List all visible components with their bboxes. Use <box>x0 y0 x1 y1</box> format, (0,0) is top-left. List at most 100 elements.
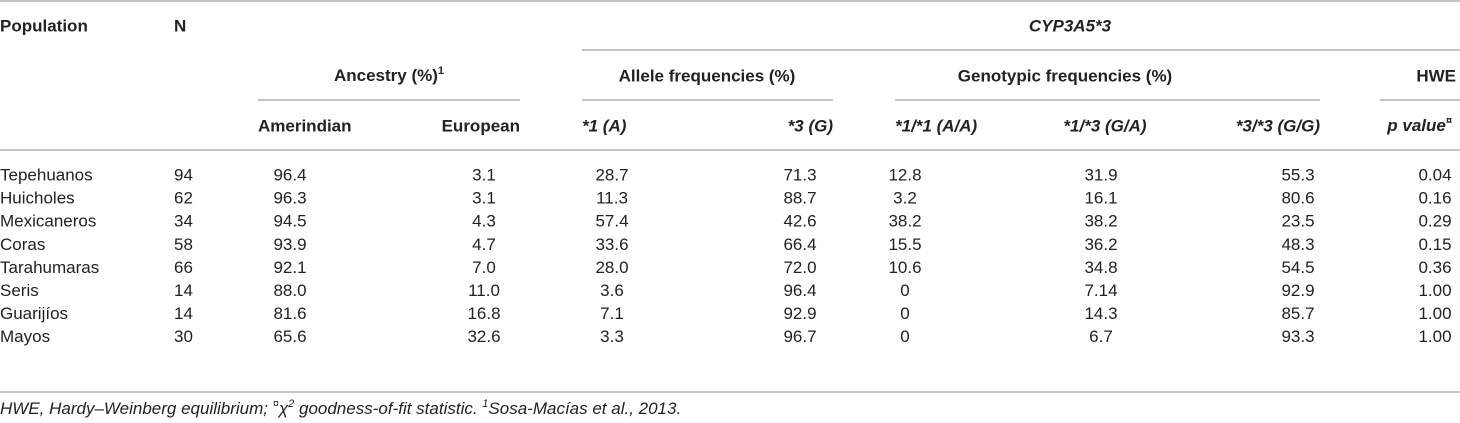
footnote-text: Sosa-Macías et al., 2013. <box>488 399 681 418</box>
superscript: 1 <box>482 398 488 410</box>
header-cell: *3 (G) <box>788 116 834 135</box>
cell: 32.6 <box>467 327 500 346</box>
cell: 11.0 <box>468 281 500 300</box>
header-cell: *1/*3 (G/A) <box>1063 116 1146 135</box>
cell: 57.4 <box>595 212 628 231</box>
cell: 66 <box>174 258 193 277</box>
cell: 11.3 <box>596 189 628 208</box>
cell: 0 <box>900 304 909 323</box>
superscript: 2 <box>287 398 294 410</box>
cell: 54.5 <box>1281 258 1314 277</box>
cell: 1.00 <box>1418 304 1451 323</box>
cell: 1.00 <box>1418 327 1451 346</box>
cell: 14 <box>174 281 193 300</box>
cell: Huicholes <box>0 189 75 208</box>
header-cell: Population <box>0 16 88 35</box>
cell: 3.1 <box>472 189 496 208</box>
cell: 3.6 <box>600 281 624 300</box>
cell: 23.5 <box>1281 212 1314 231</box>
footnote-text: HWE, Hardy–Weinberg equilibrium; <box>0 399 273 418</box>
footnote: HWE, Hardy–Weinberg equilibrium; ¤χ2 goo… <box>0 398 681 419</box>
cell: Mayos <box>0 327 50 346</box>
cell: 12.8 <box>888 165 921 184</box>
cell: 34 <box>174 212 193 231</box>
cell: 0.04 <box>1418 165 1451 184</box>
cell: 3.2 <box>893 189 917 208</box>
superscript: ¤ <box>273 398 279 410</box>
cell: 72.0 <box>783 258 816 277</box>
cell: 7.1 <box>600 304 624 323</box>
header-cell: N <box>174 16 186 35</box>
cell: 88.7 <box>783 189 816 208</box>
cell: 38.2 <box>1084 212 1117 231</box>
cell: 31.9 <box>1084 165 1117 184</box>
cell: 0 <box>900 327 909 346</box>
cell: Guarijíos <box>0 304 68 323</box>
cell: 94.5 <box>273 212 306 231</box>
header-cell: Amerindian <box>258 116 352 135</box>
cell: 62 <box>174 189 193 208</box>
cell: Tarahumaras <box>0 258 99 277</box>
cell: 3.1 <box>472 165 496 184</box>
cell: 92.9 <box>783 304 816 323</box>
cell: 0.29 <box>1418 212 1451 231</box>
cell: Coras <box>0 235 45 254</box>
cell: 96.4 <box>783 281 816 300</box>
cell: 4.7 <box>472 235 496 254</box>
cell: 1.00 <box>1418 281 1451 300</box>
cell: Tepehuanos <box>0 165 93 184</box>
cell: 0 <box>900 281 909 300</box>
cell: 96.7 <box>783 327 816 346</box>
header-cell: European <box>442 116 520 135</box>
superscript: 1 <box>438 65 444 77</box>
header-cell: Ancestry (%)1 <box>334 65 444 86</box>
footnote-text: χ <box>277 399 289 418</box>
cell: 58 <box>174 235 193 254</box>
cell: Mexicaneros <box>0 212 96 231</box>
cell: 34.8 <box>1084 258 1117 277</box>
cell: 10.6 <box>888 258 921 277</box>
cell: 71.3 <box>783 165 816 184</box>
cell: 33.6 <box>595 235 628 254</box>
cell: 7.0 <box>472 258 496 277</box>
cell: 48.3 <box>1281 235 1314 254</box>
cell: 0.15 <box>1418 235 1451 254</box>
cell: 92.1 <box>273 258 306 277</box>
cell: 14 <box>174 304 193 323</box>
cell: 28.0 <box>595 258 628 277</box>
cell: 93.3 <box>1281 327 1314 346</box>
cell: 55.3 <box>1281 165 1314 184</box>
header-cell: *1/*1 (A/A) <box>895 116 978 135</box>
header-cell: *3/*3 (G/G) <box>1236 116 1320 135</box>
header-cell: CYP3A5*3 <box>1029 16 1112 35</box>
cell: 0.36 <box>1418 258 1451 277</box>
cell: 30 <box>174 327 193 346</box>
cell: 81.6 <box>273 304 306 323</box>
header-cell: HWE <box>1416 66 1456 85</box>
header-cell: *1 (A) <box>582 116 627 135</box>
cell: 14.3 <box>1084 304 1117 323</box>
cell: 4.3 <box>472 212 496 231</box>
cell: 88.0 <box>273 281 306 300</box>
cell: 96.3 <box>273 189 306 208</box>
cell: 36.2 <box>1084 235 1117 254</box>
cell: 28.7 <box>595 165 628 184</box>
cell: 0.16 <box>1418 189 1451 208</box>
cell: Seris <box>0 281 39 300</box>
header-cell: Genotypic frequencies (%) <box>958 66 1172 85</box>
header-cell: p value¤ <box>1386 115 1452 136</box>
header-text: Ancestry (%) <box>334 66 438 85</box>
header-cell: Allele frequencies (%) <box>619 66 796 85</box>
cell: 15.5 <box>888 235 921 254</box>
cell: 6.7 <box>1089 327 1113 346</box>
cell: 92.9 <box>1281 281 1314 300</box>
cell: 96.4 <box>273 165 306 184</box>
cell: 38.2 <box>888 212 921 231</box>
cell: 94 <box>174 165 193 184</box>
cell: 80.6 <box>1281 189 1314 208</box>
cell: 65.6 <box>273 327 306 346</box>
cell: 16.1 <box>1084 189 1117 208</box>
cell: 42.6 <box>783 212 816 231</box>
superscript: ¤ <box>1446 115 1452 127</box>
